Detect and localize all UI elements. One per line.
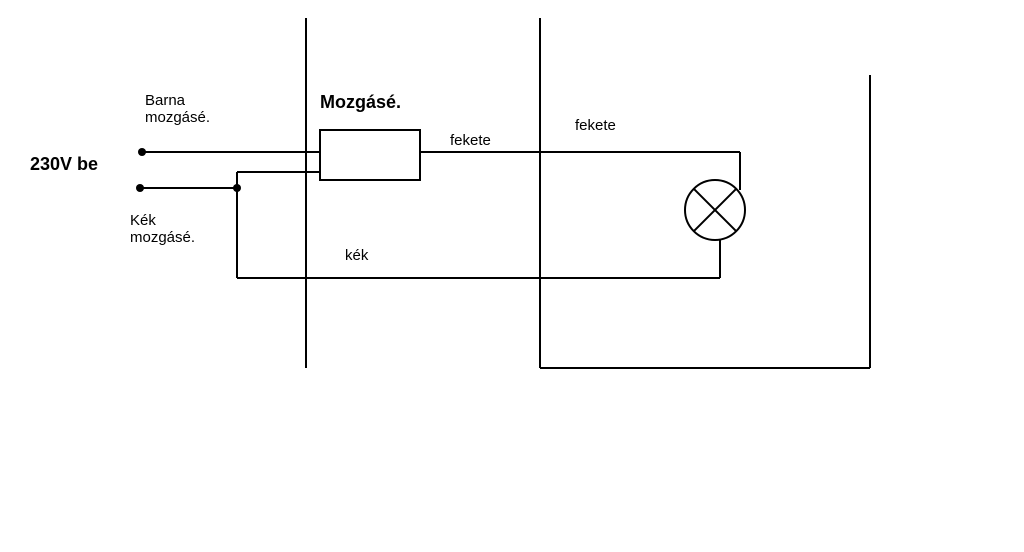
input-terminal-top: [138, 148, 146, 156]
wire-junction: [233, 184, 241, 192]
label-mozgase-title: Mozgásé.: [320, 92, 401, 112]
label-barna-line2: mozgásé.: [145, 109, 210, 126]
input-terminal-bottom: [136, 184, 144, 192]
label-fekete-right: fekete: [575, 117, 616, 134]
lamp-symbol: [685, 180, 745, 240]
label-barna-line1: Barna: [145, 92, 186, 109]
label-230v-input: 230V be: [30, 154, 98, 174]
wires: [140, 18, 870, 368]
label-fekete-mid: fekete: [450, 132, 491, 149]
motion-sensor-box: [320, 130, 420, 180]
wiring-diagram: 230V be Barna mozgásé. Kék mozgásé. Mozg…: [0, 0, 1024, 552]
label-kek-bottom: kék: [345, 247, 369, 264]
label-kek-line2: mozgásé.: [130, 229, 195, 246]
label-kek-line1: Kék: [130, 212, 156, 229]
